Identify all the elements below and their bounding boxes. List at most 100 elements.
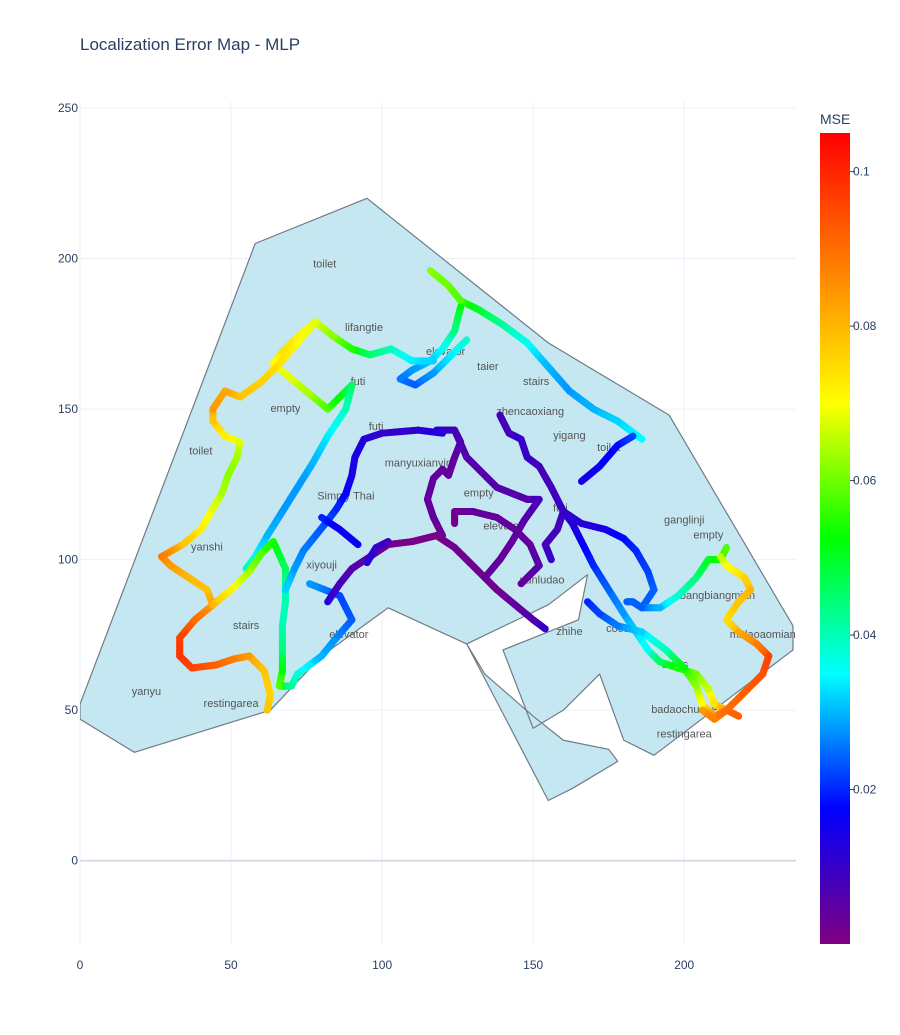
- error-point: [680, 664, 688, 672]
- error-point: [457, 297, 465, 305]
- error-point: [294, 339, 301, 347]
- error-point: [559, 508, 567, 515]
- error-point: [496, 556, 504, 564]
- error-point: [629, 598, 637, 606]
- error-point: [517, 580, 525, 588]
- error-point: [378, 429, 386, 437]
- error-point: [451, 426, 459, 434]
- error-point: [408, 538, 416, 545]
- error-point: [306, 580, 314, 588]
- error-point: [650, 586, 658, 594]
- room-label: yanshi: [191, 542, 223, 554]
- error-point: [526, 541, 534, 548]
- error-point: [638, 604, 646, 612]
- error-point: [535, 496, 543, 503]
- error-point: [260, 667, 268, 675]
- error-point: [300, 547, 307, 554]
- error-point: [741, 574, 749, 582]
- error-point: [698, 706, 706, 714]
- error-point: [499, 321, 507, 329]
- error-point: [312, 318, 320, 326]
- error-point: [717, 553, 724, 561]
- error-point: [433, 426, 440, 434]
- error-point: [427, 267, 434, 274]
- error-point: [408, 357, 416, 365]
- error-point: [590, 562, 597, 570]
- error-point: [306, 661, 314, 669]
- y-tick-label: 200: [58, 252, 78, 266]
- error-point: [463, 556, 471, 564]
- error-point: [291, 565, 298, 573]
- colorbar-tick-label: 0.1: [853, 165, 870, 179]
- error-point: [218, 489, 226, 497]
- error-point: [158, 553, 165, 561]
- error-point: [711, 715, 718, 723]
- error-point: [544, 363, 552, 371]
- error-point: [596, 610, 604, 618]
- error-point: [451, 453, 459, 461]
- error-point: [723, 562, 730, 570]
- error-point: [333, 505, 341, 512]
- error-point: [698, 700, 706, 708]
- error-point: [230, 655, 238, 663]
- error-point: [233, 453, 241, 461]
- error-point: [176, 652, 184, 660]
- error-point: [735, 628, 742, 636]
- error-point: [318, 652, 326, 660]
- error-point: [288, 375, 295, 383]
- error-point: [711, 700, 718, 708]
- room-label: empty: [693, 530, 723, 542]
- error-point: [553, 526, 561, 533]
- y-tick-label: 50: [65, 703, 79, 717]
- error-point: [348, 381, 356, 389]
- error-point: [282, 565, 289, 573]
- error-point: [430, 514, 437, 521]
- error-point: [348, 616, 356, 624]
- error-point: [475, 568, 483, 576]
- error-point: [605, 586, 613, 594]
- error-point: [257, 378, 265, 386]
- error-point: [448, 351, 455, 359]
- error-point: [342, 489, 350, 497]
- error-point: [430, 474, 437, 482]
- error-point: [430, 369, 437, 377]
- room-label: stairs: [523, 376, 550, 388]
- error-point: [478, 468, 486, 476]
- error-point: [674, 592, 682, 600]
- error-point: [167, 562, 175, 570]
- error-point: [481, 574, 489, 582]
- error-point: [747, 586, 755, 594]
- error-point: [541, 541, 549, 548]
- error-point: [257, 550, 265, 558]
- error-point: [692, 670, 700, 678]
- error-point: [735, 712, 742, 720]
- error-point: [245, 652, 253, 660]
- error-point: [269, 538, 277, 545]
- floorplan-outline: [80, 197, 794, 802]
- error-point: [735, 598, 742, 606]
- room-label: empty: [270, 403, 300, 415]
- floorplan: [80, 197, 794, 802]
- error-point: [578, 520, 585, 527]
- error-point: [266, 691, 274, 699]
- y-tick-label: 100: [58, 553, 78, 567]
- error-point: [312, 532, 320, 539]
- error-point: [692, 574, 700, 582]
- x-tick-label: 200: [674, 958, 694, 972]
- error-point: [493, 514, 501, 521]
- error-point: [753, 640, 761, 648]
- error-point: [493, 586, 501, 594]
- error-point: [424, 496, 431, 503]
- error-point: [263, 706, 271, 714]
- error-point: [629, 432, 637, 440]
- error-point: [279, 508, 286, 515]
- error-point: [324, 405, 332, 413]
- error-point: [508, 538, 516, 545]
- error-point: [439, 532, 446, 539]
- error-point: [692, 682, 700, 690]
- error-trajectories: [158, 267, 773, 723]
- room-label: lifangtie: [345, 322, 383, 334]
- error-point: [309, 459, 317, 467]
- error-point: [212, 661, 220, 669]
